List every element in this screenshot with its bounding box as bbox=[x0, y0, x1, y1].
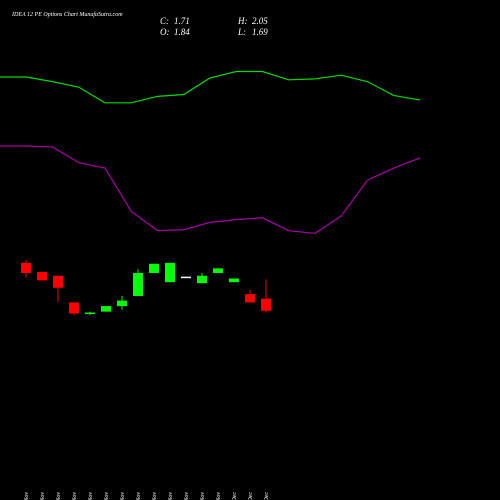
candle-body bbox=[229, 278, 239, 283]
candle-body bbox=[149, 263, 159, 273]
x-tick-label: 17 Nov bbox=[88, 492, 94, 500]
candle-body bbox=[197, 275, 207, 284]
ohlc-value: 2.05 bbox=[252, 16, 268, 26]
candle-body bbox=[53, 275, 63, 288]
candle-body bbox=[101, 306, 111, 312]
candle-body bbox=[69, 302, 79, 314]
x-tick-label: 13 Nov bbox=[56, 492, 62, 500]
indicator-line bbox=[0, 70, 421, 104]
x-tick-label: 12 Nov bbox=[40, 492, 46, 500]
candle-body bbox=[261, 298, 271, 311]
ohlc-value: 1.84 bbox=[174, 27, 190, 37]
ohlc-label: C: bbox=[160, 16, 169, 26]
candle-body bbox=[165, 262, 175, 283]
chart-title: IDEA 12 PE Options Chart MunafaSutra.com bbox=[11, 11, 123, 18]
ohlc-value: 1.71 bbox=[174, 16, 190, 26]
x-tick-label: 27 Nov bbox=[200, 492, 206, 500]
x-tick-label: 21 Nov bbox=[152, 492, 158, 500]
candle-body bbox=[117, 300, 127, 307]
x-tick-label: 18 Nov bbox=[104, 492, 110, 500]
ohlc-label: H: bbox=[237, 16, 248, 26]
x-tick-label: 28 Nov bbox=[216, 492, 222, 500]
x-tick-label: 19 Nov bbox=[120, 492, 126, 500]
candle-body bbox=[133, 272, 143, 296]
x-tick-label: 02 Dec bbox=[232, 492, 238, 500]
candle-body bbox=[245, 294, 255, 303]
x-tick-label: 26 Nov bbox=[184, 492, 190, 500]
ohlc-value: 1.69 bbox=[252, 27, 268, 37]
x-tick-label: 11 Nov bbox=[24, 492, 30, 500]
indicator-line bbox=[0, 145, 421, 235]
candle-body bbox=[85, 312, 95, 315]
x-tick-label: 24 Nov bbox=[167, 492, 174, 500]
x-tick-label: 04 Dec bbox=[263, 492, 270, 500]
ohlc-label: O: bbox=[160, 27, 170, 37]
x-tick-label: 20 Nov bbox=[136, 492, 142, 500]
x-tick-label: 14 Nov bbox=[71, 492, 78, 500]
x-tick-label: 03 Dec bbox=[248, 492, 254, 500]
candle-body bbox=[37, 272, 47, 281]
candle-body bbox=[213, 268, 223, 273]
ohlc-label: L: bbox=[237, 27, 246, 37]
candle-body bbox=[21, 262, 31, 273]
candle-body bbox=[181, 276, 191, 279]
